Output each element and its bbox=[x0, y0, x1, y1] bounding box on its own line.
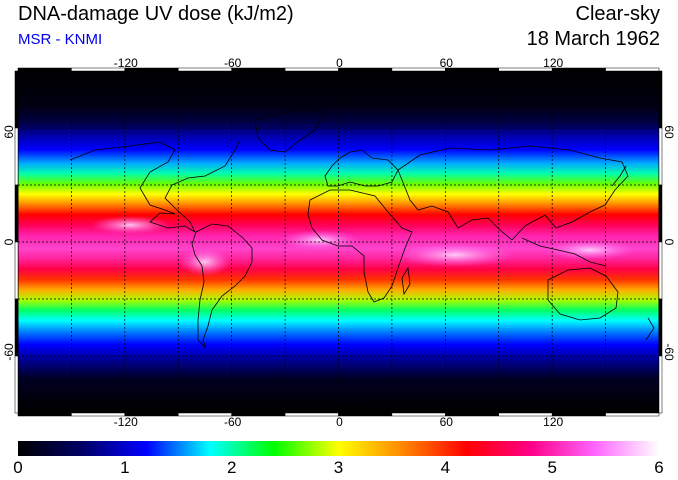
frame-segment bbox=[658, 184, 663, 243]
frame-segment bbox=[658, 127, 663, 186]
frame-ticks bbox=[14, 67, 663, 417]
frame-segment bbox=[445, 67, 500, 72]
lat-label-right: -60 bbox=[662, 343, 676, 361]
frame-segment bbox=[284, 412, 339, 417]
frame-segment bbox=[658, 70, 663, 129]
frame-segment bbox=[658, 241, 663, 300]
coastline-asia bbox=[397, 145, 629, 241]
frame-segment bbox=[658, 355, 663, 414]
coastline-madagascar bbox=[401, 266, 411, 296]
lat-label-left: 60 bbox=[2, 125, 16, 139]
lat-label-right: 60 bbox=[662, 125, 676, 139]
graticule bbox=[18, 71, 659, 413]
lat-label-left: 0 bbox=[2, 238, 16, 245]
lon-label-top: -60 bbox=[224, 56, 242, 70]
data-source-label: MSR - KNMI bbox=[18, 31, 103, 48]
coastline-new-zealand bbox=[645, 317, 655, 341]
frame-segment bbox=[391, 412, 446, 417]
frame-segment bbox=[338, 412, 393, 417]
frame-segment bbox=[658, 298, 663, 357]
world-uv-map: -120 -60 0 60 120 -120 -60 0 60 120 60 0… bbox=[2, 56, 676, 429]
top-longitude-labels: -120 -60 0 60 120 bbox=[114, 56, 564, 70]
coastline-japan bbox=[611, 165, 627, 187]
lon-label-top: -120 bbox=[114, 56, 138, 70]
sky-condition-label: Clear-sky bbox=[575, 3, 660, 25]
lon-label-top: 60 bbox=[440, 56, 454, 70]
lon-label-bottom: 60 bbox=[440, 415, 454, 429]
frame-segment bbox=[338, 67, 393, 72]
coastline-south-america bbox=[191, 223, 253, 349]
colorbar-label: 6 bbox=[654, 458, 664, 477]
colorbar-label: 5 bbox=[547, 458, 557, 477]
frame-segment bbox=[14, 241, 19, 300]
lon-label-bottom: -60 bbox=[224, 415, 242, 429]
left-latitude-labels: 60 0 -60 bbox=[2, 125, 16, 361]
colorbar-label: 2 bbox=[226, 458, 237, 477]
frame-segment bbox=[391, 67, 446, 72]
lat-label-left: -60 bbox=[2, 343, 16, 361]
frame-segment bbox=[445, 412, 500, 417]
coastline-north-america bbox=[69, 139, 241, 234]
colorbar-label: 0 bbox=[13, 458, 23, 477]
colorbar-label: 3 bbox=[333, 458, 344, 477]
frame-segment bbox=[14, 184, 19, 243]
lat-label-right: 0 bbox=[662, 239, 676, 246]
colorbar-label: 4 bbox=[440, 458, 451, 477]
frame-segment bbox=[17, 67, 72, 72]
frame-segment bbox=[14, 70, 19, 129]
frame-segment bbox=[14, 355, 19, 414]
lon-label-bottom: 0 bbox=[336, 415, 343, 429]
uv-dose-colorbar bbox=[18, 441, 659, 456]
map-title: DNA-damage UV dose (kJ/m2) bbox=[18, 3, 294, 25]
frame-segment bbox=[284, 67, 339, 72]
lon-label-bottom: -120 bbox=[114, 415, 138, 429]
colorbar-label: 1 bbox=[120, 458, 130, 477]
lon-label-bottom: 120 bbox=[543, 415, 563, 429]
coastline-greenland bbox=[254, 107, 326, 153]
frame-segment bbox=[605, 412, 660, 417]
coastline-antarctic-fringe bbox=[18, 399, 659, 404]
coastline-indonesia bbox=[521, 237, 607, 267]
frame-segment bbox=[605, 67, 660, 72]
frame-segment bbox=[17, 412, 72, 417]
right-latitude-labels: 60 0 -60 bbox=[662, 125, 676, 361]
lon-label-top: 120 bbox=[543, 56, 563, 70]
bottom-longitude-labels: -120 -60 0 60 120 bbox=[114, 415, 564, 429]
date-label: 18 March 1962 bbox=[526, 28, 660, 50]
lon-label-top: 0 bbox=[336, 56, 343, 70]
coastline-australia bbox=[547, 267, 619, 321]
